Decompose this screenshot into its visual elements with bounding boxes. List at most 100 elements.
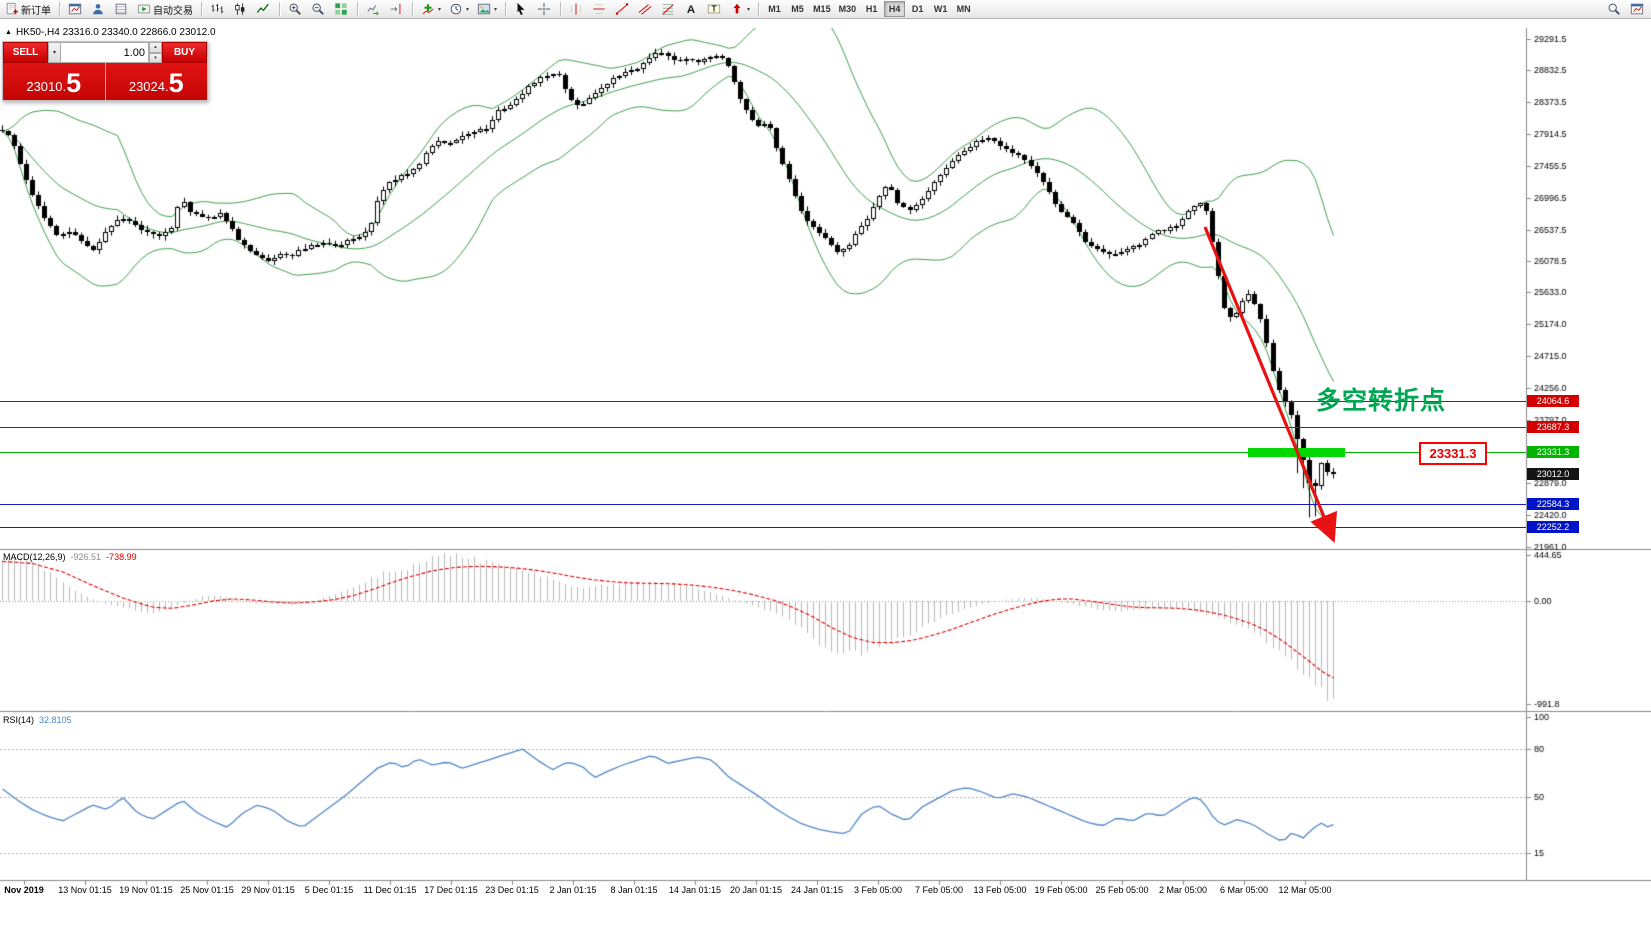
arrows-tool-button[interactable]: ▾	[727, 1, 753, 18]
timeframe-d1[interactable]: D1	[907, 1, 928, 17]
price-callout-box[interactable]: 23331.3	[1419, 442, 1487, 465]
time-label: Nov 2019	[4, 885, 44, 895]
symbol-title: ▲ HK50-,H4 23316.0 23340.0 22866.0 23012…	[5, 27, 216, 38]
window-list-button[interactable]	[1627, 1, 1648, 18]
candle-chart-mode-button[interactable]	[230, 1, 251, 18]
level-line-23331.3[interactable]	[0, 451, 1526, 453]
auto-scroll-button[interactable]	[363, 1, 384, 18]
level-line-23687.3[interactable]	[0, 427, 1526, 429]
toolbar-separator	[758, 2, 760, 16]
macd-name: MACD(12,26,9)	[3, 552, 66, 562]
timeframe-m1[interactable]: M1	[764, 1, 785, 17]
zoom-in-button[interactable]	[285, 1, 306, 18]
chevron-down-icon: ▾	[438, 6, 442, 13]
cursor-icon	[514, 2, 528, 16]
macd-label: MACD(12,26,9) -926.51 -738.99	[3, 552, 137, 562]
time-label: 6 Mar 05:00	[1219, 885, 1269, 895]
search-icon	[1607, 2, 1621, 16]
buy-price-main: 23024.	[128, 79, 169, 94]
sell-price-big-digit: 5	[66, 68, 82, 98]
chart-shift-icon	[389, 2, 403, 16]
level-line-22252.2[interactable]	[0, 526, 1526, 528]
market-watch-button[interactable]	[88, 1, 109, 18]
sell-button[interactable]: SELL	[3, 42, 48, 63]
time-label: 7 Feb 05:00	[914, 885, 964, 895]
volume-input[interactable]	[61, 42, 149, 63]
new-order-button[interactable]: 新订单	[2, 1, 54, 18]
tile-windows-icon	[334, 2, 348, 16]
trade-prices-row: 23010. 5 23024. 5	[3, 63, 207, 100]
horizontal-line-icon	[592, 2, 606, 16]
charts-icon	[68, 2, 82, 16]
channel-tool-button[interactable]	[635, 1, 656, 18]
charts-button[interactable]	[65, 1, 86, 18]
sell-price[interactable]: 23010. 5	[3, 63, 106, 100]
data-window-icon	[114, 2, 128, 16]
market-watch-icon	[91, 2, 105, 16]
search-button[interactable]	[1604, 1, 1625, 18]
volume-spinner: ▴ ▾	[149, 42, 162, 63]
periods-icon	[449, 2, 463, 16]
trendline-icon	[615, 2, 629, 16]
trend-arrow[interactable]	[1150, 205, 1350, 565]
time-label: 2 Mar 05:00	[1158, 885, 1208, 895]
text-icon: A	[684, 2, 698, 16]
price-chart-canvas[interactable]	[0, 19, 1651, 946]
text-label-icon: T	[707, 2, 721, 16]
macd-signal-value: -738.99	[106, 552, 137, 562]
timeframe-h4[interactable]: H4	[884, 1, 906, 17]
zoom-out-button[interactable]	[308, 1, 329, 18]
candle-chart-icon	[233, 2, 247, 16]
line-chart-mode-button[interactable]	[253, 1, 274, 18]
timeframe-m15[interactable]: M15	[810, 1, 834, 17]
time-axis[interactable]: Nov 2019 13 Nov 01:15 19 Nov 01:15 25 Nov 0…	[0, 883, 1530, 899]
line-chart-icon	[256, 2, 270, 16]
autotrading-button[interactable]: 自动交易	[134, 1, 196, 18]
text-label-tool-button[interactable]: T	[704, 1, 725, 18]
data-window-button[interactable]	[111, 1, 132, 18]
text-tool-button[interactable]: A	[681, 1, 702, 18]
bar-chart-mode-button[interactable]	[207, 1, 228, 18]
time-label: 23 Dec 01:15	[485, 885, 539, 895]
timeframe-m5[interactable]: M5	[787, 1, 808, 17]
fibonacci-icon	[661, 2, 675, 16]
time-label: 12 Mar 05:00	[1278, 885, 1332, 895]
bar-chart-icon	[210, 2, 224, 16]
zoom-in-icon	[288, 2, 302, 16]
chart-shift-button[interactable]	[386, 1, 407, 18]
timeframe-mn[interactable]: MN	[953, 1, 974, 17]
timeframe-m30[interactable]: M30	[836, 1, 860, 17]
crosshair-icon	[537, 2, 551, 16]
fibonacci-tool-button[interactable]	[658, 1, 679, 18]
toolbar-separator	[560, 2, 562, 16]
horizontal-line-tool-button[interactable]	[589, 1, 610, 18]
volume-increase-button[interactable]: ▴	[149, 42, 162, 53]
spinner-down-icon: ▾	[154, 54, 157, 61]
templates-button[interactable]: ▾	[474, 1, 500, 18]
one-click-trading-panel: SELL ▾ ▴ ▾ BUY 23010.5 23024.5	[2, 41, 208, 101]
timeframe-h1[interactable]: H1	[861, 1, 882, 17]
turning-point-annotation[interactable]: 多空转折点	[1316, 387, 1447, 415]
trendline-tool-button[interactable]	[612, 1, 633, 18]
vertical-line-tool-button[interactable]	[566, 1, 587, 18]
toolbar-separator	[412, 2, 413, 16]
timeframe-w1[interactable]: W1	[930, 1, 951, 17]
toolbar-separator	[59, 2, 60, 16]
buy-price[interactable]: 23024. 5	[105, 63, 207, 100]
volume-decrease-button[interactable]: ▾	[149, 52, 162, 63]
buy-button[interactable]: BUY	[162, 42, 207, 63]
level-line-22584.3[interactable]	[0, 503, 1526, 505]
svg-text:A: A	[687, 4, 695, 16]
autotrading-icon	[137, 2, 151, 16]
spinner-up-icon: ▴	[154, 44, 157, 51]
indicators-list-button[interactable]: ▾	[418, 1, 444, 18]
periods-button[interactable]: ▾	[446, 1, 472, 18]
level-line-24064.6[interactable]	[0, 401, 1526, 402]
cursor-tool-button[interactable]	[511, 1, 532, 18]
time-label: 14 Jan 01:15	[668, 885, 722, 895]
time-label: 13 Nov 01:15	[58, 885, 112, 895]
volume-dropdown-button[interactable]: ▾	[48, 42, 61, 63]
tile-windows-button[interactable]	[331, 1, 352, 18]
toolbar-right-group	[1603, 1, 1651, 18]
crosshair-tool-button[interactable]	[534, 1, 555, 18]
